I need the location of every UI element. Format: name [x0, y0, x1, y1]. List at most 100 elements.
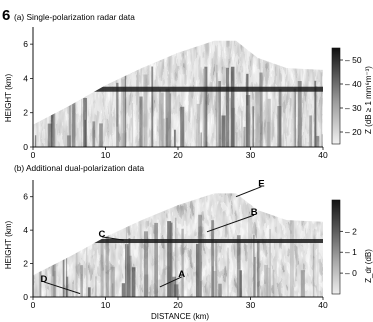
rain-shaft [75, 252, 78, 297]
rain-shaft [253, 234, 255, 297]
rain-shaft [255, 91, 259, 147]
rain-shaft [158, 89, 161, 147]
rain-shaft [293, 88, 297, 147]
rain-shaft [235, 132, 238, 147]
rain-shaft [116, 126, 118, 147]
y-tick-label: 6 [23, 39, 28, 49]
rain-shaft [269, 228, 271, 297]
rain-shaft [66, 227, 68, 297]
rain-shaft [321, 134, 323, 147]
x-tick-label: 10 [101, 300, 111, 310]
rain-shaft [143, 231, 149, 297]
rain-shaft [180, 106, 185, 147]
rain-shaft [175, 227, 179, 297]
rain-shaft [105, 218, 109, 297]
rain-shaft [225, 67, 230, 147]
rain-shaft [116, 82, 119, 147]
panel-b-colorbar-label: Z_dr (dB) [364, 249, 373, 283]
rain-shaft [246, 105, 249, 147]
rain-shaft [221, 115, 226, 147]
rain-shaft [247, 213, 253, 297]
rain-shaft [124, 130, 126, 147]
panel-b-ylabel: HEIGHT (km) [4, 221, 13, 270]
rain-shaft [215, 64, 218, 147]
x-tick-label: 20 [173, 300, 183, 310]
panel-b-xlabel: DISTANCE (km) [151, 312, 209, 321]
rain-shaft [129, 255, 132, 297]
rain-shaft [167, 221, 172, 297]
rain-shaft [320, 72, 322, 147]
rain-shaft [124, 66, 127, 147]
y-tick-label: 6 [23, 192, 28, 202]
annotation-leader [101, 236, 124, 241]
rain-shaft [80, 265, 83, 297]
y-tick-label: 0 [23, 142, 28, 152]
colorbar-tick-label: – 1 [345, 247, 357, 257]
rain-shaft [99, 123, 103, 147]
rain-shaft [198, 226, 201, 297]
rain-shaft [262, 283, 267, 297]
rain-shaft [139, 224, 142, 297]
rain-shaft [231, 107, 235, 147]
y-tick-label: 0 [23, 292, 28, 302]
panel-a-y-ticks: 0 2 4 6 [23, 39, 33, 152]
x-tick-label: 40 [318, 150, 328, 160]
rain-shaft [121, 283, 126, 297]
rain-shaft [173, 284, 179, 297]
panel-b: (b) Additional dual-polarization data HE… [4, 163, 373, 321]
colorbar-tick-label: – 30 [345, 103, 362, 113]
rain-shaft [95, 276, 97, 297]
rain-shaft [218, 283, 222, 297]
annotation-label-d: D [40, 274, 47, 285]
rain-shaft [230, 66, 235, 147]
rain-shaft [66, 276, 69, 297]
panel-b-rain-shafts [38, 213, 319, 297]
rain-shaft [72, 282, 74, 297]
y-tick-label: 2 [23, 108, 28, 118]
rain-shaft [71, 66, 76, 147]
annotation-label-b: B [251, 207, 258, 218]
rain-shaft [315, 135, 320, 147]
annotation-label-c: C [98, 229, 105, 240]
rain-shaft [39, 259, 42, 297]
rain-shaft [195, 243, 200, 297]
rain-shaft [122, 87, 125, 147]
panel-a: (a) Single-polarization radar data HEIGH… [4, 12, 373, 160]
rain-shaft [317, 238, 319, 297]
colorbar-tick-label: – 20 [345, 127, 362, 137]
rain-shaft [181, 228, 184, 297]
rain-shaft [265, 267, 271, 297]
x-tick-label: 10 [101, 150, 111, 160]
rain-shaft [131, 102, 134, 147]
annotation-leader [43, 281, 81, 295]
rain-shaft [139, 96, 143, 147]
panel-a-colorbar-ticks: – 50 – 40 – 30 – 20 [340, 55, 362, 137]
annotation-leader [235, 186, 262, 198]
rain-shaft [218, 81, 221, 147]
panel-b-colorbar [331, 199, 341, 295]
rain-shaft [208, 274, 211, 297]
rain-shaft [196, 103, 200, 147]
rain-shaft [143, 74, 148, 147]
x-tick-label: 40 [318, 300, 328, 310]
rain-shaft [87, 287, 91, 297]
rain-shaft [274, 258, 277, 297]
rain-shaft [255, 138, 257, 147]
panel-a-ylabel: HEIGHT (km) [4, 74, 13, 123]
rain-shaft [215, 241, 218, 297]
rain-shaft [92, 121, 96, 147]
y-tick-label: 2 [23, 259, 28, 269]
rain-shaft [128, 238, 131, 297]
rain-shaft [154, 222, 159, 297]
rain-shaft [47, 123, 53, 147]
rain-shaft [34, 135, 37, 147]
panel-b-colorbar-ticks: – 2 – 1 – 0 [340, 226, 357, 278]
rain-shaft [163, 249, 166, 297]
rain-shaft [196, 123, 198, 147]
colorbar-tick-label: – 40 [345, 79, 362, 89]
y-tick-label: 4 [23, 225, 28, 235]
rain-shaft [68, 99, 72, 147]
rain-shaft [53, 63, 56, 147]
annotation-label-a: A [178, 269, 185, 280]
